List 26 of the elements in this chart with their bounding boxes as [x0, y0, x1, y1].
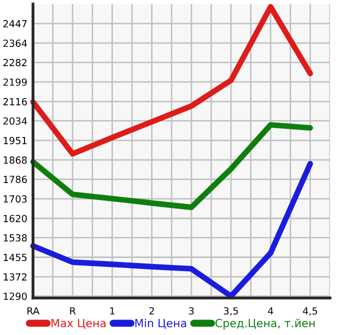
x-tick-label: 4 [268, 307, 274, 314]
y-tick-label: 1455 [4, 254, 27, 262]
y-tick-label: 1786 [4, 176, 27, 184]
y-tick-label: 2364 [3, 40, 27, 47]
x-tick-label: 3 [189, 307, 194, 315]
y-tick-label: 1372 [4, 273, 26, 281]
y-tick-label: 1290 [4, 292, 27, 300]
y-tick-label: 2034 [3, 117, 27, 125]
y-tick-label: 1620 [4, 214, 27, 222]
legend-label: Max Цена [52, 319, 106, 329]
y-tick-label: 1538 [4, 234, 27, 242]
x-tick-label: R [70, 307, 76, 314]
y-tick-label: 2116 [3, 98, 27, 106]
y-tick-label: 1703 [4, 195, 27, 203]
x-tick-label: RA [27, 307, 40, 314]
x-tick-label: 3,5 [224, 307, 238, 316]
legend-label: Сред.Цена, т.йен [215, 318, 315, 330]
x-tick-label: 4,5 [302, 307, 318, 316]
y-tick-label: 2282 [3, 58, 26, 66]
y-tick-label: 2447 [3, 20, 27, 28]
y-tick-label: 1868 [4, 156, 27, 164]
y-tick-label: 1951 [4, 136, 27, 144]
x-tick-label: 1 [110, 307, 114, 314]
y-tick-label: 2199 [3, 78, 27, 86]
x-tick-label: 2 [149, 307, 154, 314]
legend-label: Min Цена [135, 318, 186, 329]
